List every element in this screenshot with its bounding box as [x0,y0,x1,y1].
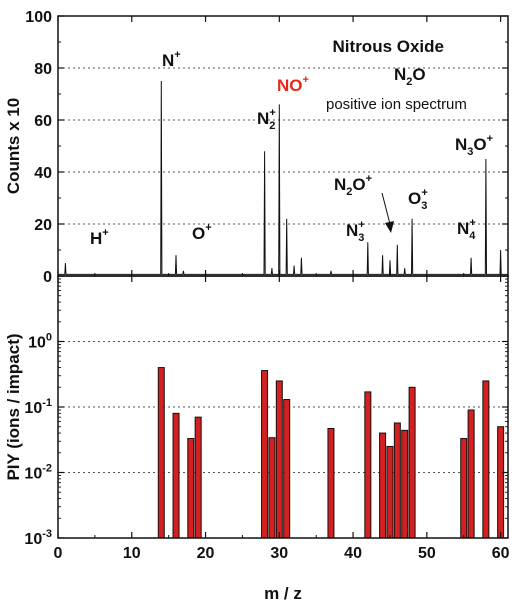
peak-label: N2+ [257,107,276,132]
top-y-tick-label: 100 [25,9,52,26]
piy-bar [327,427,335,539]
x-tick-label: 20 [197,545,215,562]
piy-bar [386,445,394,539]
piy-bar [275,380,283,539]
peak-label: O+ [192,222,212,243]
piy-bar [393,422,401,539]
bottom-y-tick-label: 100 [28,332,52,352]
peak-label: O3+ [408,187,428,212]
piy-bar [482,380,490,539]
top-y-tick-label: 60 [34,113,52,130]
bottom-y-tick-label: 10-1 [24,397,52,417]
bottom-y-tick-label: 10-3 [24,528,52,548]
x-tick-label: 60 [492,545,510,562]
piy-bars [157,367,505,539]
piy-bar [364,391,372,539]
n2o-plus-arrow [381,192,391,225]
piy-bar [497,426,505,539]
peak-label: positive ion spectrum [326,96,467,113]
peak-label: NO+ [277,74,309,95]
top-y-tick-labels: 0 20 40 60 80 100 [25,9,52,286]
x-tick-label: 10 [123,545,141,562]
n2o-plus-arrowhead [385,221,394,233]
piy-bar [157,367,165,539]
peak-label: N2O [394,65,426,88]
peak-label: Nitrous Oxide [333,37,444,56]
piy-bar [283,399,291,539]
piy-bar [187,438,195,539]
top-y-tick-label: 0 [43,269,52,286]
x-tick-labels: 0 10 20 30 40 50 60 [54,545,510,562]
x-tick-label: 50 [418,545,436,562]
x-tick-label: 0 [54,545,63,562]
peak-label: N2O+ [334,173,372,198]
piy-bar [172,412,180,539]
peak-label: N4+ [457,217,476,242]
annotation-arrows [381,192,394,233]
piy-bar [268,437,276,539]
peak-label: H+ [90,227,109,248]
piy-bar [460,438,468,539]
top-y-tick-label: 20 [34,217,52,234]
peak-annotations: Nitrous Oxide N2O positive ion spectrum N+ N… [90,37,493,248]
peak-label: N3+ [346,219,365,244]
piy-bar [261,370,269,539]
piy-bar [379,432,387,539]
x-axis-title: m / z [264,584,302,603]
piy-bar [401,429,409,539]
top-y-tick-label: 40 [34,165,52,182]
top-y-axis-title: Counts x 10 [4,98,23,194]
piy-bar [467,409,475,539]
x-tick-label: 40 [344,545,362,562]
top-ticks [57,15,508,277]
top-y-tick-label: 80 [34,61,52,78]
bottom-grid [58,341,508,473]
piy-bar [194,416,202,539]
peak-label: N+ [162,49,181,70]
piy-bar [408,386,416,539]
bottom-y-tick-labels: 10-3 10-2 10-1 100 [24,332,52,549]
top-grid [58,67,508,225]
x-tick-label: 30 [270,545,288,562]
bottom-ticks [57,276,508,539]
bottom-y-axis-title: PIY (ions / impact) [4,333,23,480]
bottom-y-tick-label: 10-2 [24,463,52,483]
peak-label: N3O+ [455,133,493,158]
